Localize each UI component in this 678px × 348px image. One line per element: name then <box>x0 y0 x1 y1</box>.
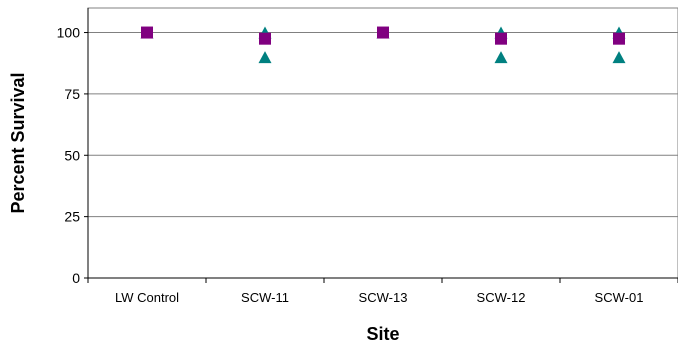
triangle-marker <box>258 51 272 64</box>
x-tick-label: SCW-13 <box>359 290 408 305</box>
x-axis-title: Site <box>366 324 399 344</box>
y-tick-label: 100 <box>57 25 81 41</box>
square-marker <box>377 26 389 39</box>
square-marker <box>259 32 271 45</box>
gridlines <box>88 32 678 218</box>
y-tick-label: 75 <box>64 86 80 102</box>
x-tick-label: LW Control <box>115 290 179 305</box>
triangle-marker <box>494 51 508 64</box>
y-tick-label: 0 <box>72 270 80 286</box>
x-tick-label: SCW-01 <box>595 290 644 305</box>
y-axis-title: Percent Survival <box>8 72 28 213</box>
plot-area-border <box>87 7 678 279</box>
y-axis-ticks: 0 25 50 75 100 <box>57 25 88 286</box>
square-marker <box>495 32 507 45</box>
y-tick-label: 25 <box>64 209 80 225</box>
square-marker <box>613 32 625 45</box>
triangle-marker <box>612 51 626 64</box>
data-points <box>140 26 626 64</box>
y-tick-label: 50 <box>64 147 80 163</box>
x-tick-label: SCW-11 <box>241 290 289 305</box>
x-tick-label: SCW-12 <box>477 290 526 305</box>
square-marker <box>141 26 153 39</box>
x-axis-ticks: LW Control SCW-11 SCW-13 SCW-12 SCW-01 <box>87 278 678 305</box>
